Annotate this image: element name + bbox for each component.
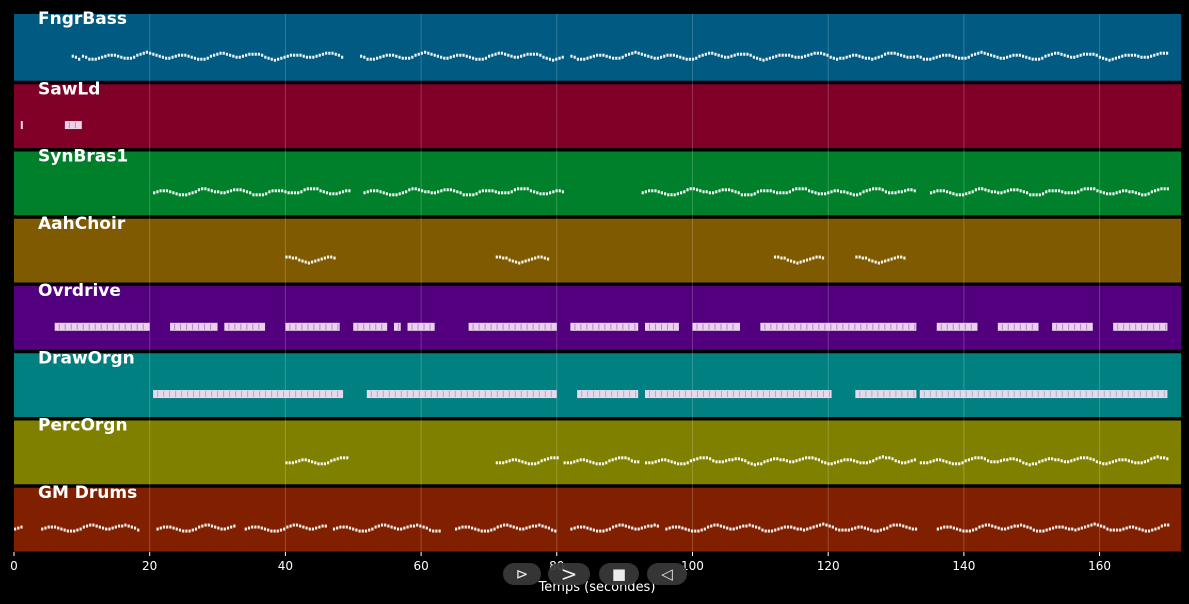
track-3-segment-2 (773, 255, 825, 265)
x-tick-label-7: 140 (952, 559, 975, 573)
track-0-segment-4 (916, 50, 1169, 62)
track-4-segment-5 (393, 322, 401, 331)
track-4-segment-12 (936, 322, 978, 331)
track-0-segment-0 (71, 54, 81, 61)
track-band-3 (14, 218, 1181, 283)
track-7-segment-1 (41, 523, 140, 533)
track-band-6 (14, 420, 1181, 485)
track-7-segment-5 (455, 523, 557, 533)
track-4-segment-3 (285, 322, 340, 331)
x-tick-label-6: 120 (817, 559, 840, 573)
track-5-segment-5 (919, 390, 1168, 399)
track-5-segment-2 (577, 390, 639, 399)
track-4-segment-1 (170, 322, 218, 331)
track-2-segment-0 (153, 187, 351, 197)
track-7-segment-7 (665, 522, 918, 533)
track-0-segment-2 (360, 50, 564, 62)
track-7-segment-6 (570, 523, 659, 533)
track-4-segment-11 (760, 322, 917, 331)
track-7-segment-4 (332, 523, 441, 533)
track-2-segment-3 (929, 187, 1169, 197)
track-3-segment-3 (855, 255, 906, 265)
notes-group (14, 50, 1170, 533)
track-2-segment-2 (641, 187, 916, 197)
track-7-segment-3 (244, 523, 327, 533)
x-tick-label-3: 60 (413, 559, 428, 573)
track-labels: FngrBass SawLd SynBras1 AahChoir Ovrdrive Dra… (38, 9, 137, 503)
track-4-segment-2 (224, 322, 266, 331)
track-4-segment-0 (54, 322, 150, 331)
track-3-segment-0 (285, 255, 336, 265)
tracks-group (14, 14, 1181, 552)
track-3-segment-1 (495, 255, 550, 265)
track-label-5: DrawOrgn (38, 348, 135, 368)
track-label-7: GM Drums (38, 483, 137, 503)
track-4-segment-9 (644, 322, 679, 331)
track-4-segment-7 (468, 322, 557, 331)
track-7-segment-8 (936, 522, 1170, 533)
track-4-segment-14 (1052, 322, 1093, 331)
track-6-segment-2 (563, 456, 640, 466)
track-6-segment-3 (644, 455, 916, 467)
track-4-segment-10 (692, 322, 740, 331)
track-4-segment-15 (1113, 322, 1168, 331)
forward-button[interactable]: > (548, 562, 590, 586)
track-4-segment-4 (353, 322, 388, 331)
track-band-5 (14, 353, 1181, 417)
track-label-4: Ovrdrive (38, 281, 121, 301)
track-label-6: PercOrgn (38, 416, 128, 436)
track-4-segment-6 (407, 322, 435, 331)
track-1-segment-1 (64, 121, 82, 130)
play-button[interactable]: ⊳ (503, 563, 541, 585)
track-7-segment-0 (14, 525, 23, 531)
x-tick-label-2: 40 (278, 559, 293, 573)
x-tick-label-0: 0 (10, 559, 18, 573)
track-5-segment-3 (644, 390, 832, 399)
track-label-2: SynBras1 (38, 147, 128, 167)
track-4-segment-8 (570, 322, 639, 331)
rewind-button[interactable]: ◁ (647, 563, 687, 585)
track-0-segment-3 (570, 50, 915, 62)
track-label-0: FngrBass (38, 9, 127, 29)
track-0-segment-1 (81, 50, 344, 62)
track-4-segment-13 (997, 322, 1039, 331)
track-2-segment-1 (363, 187, 565, 197)
track-band-4 (14, 286, 1181, 350)
track-6-segment-1 (495, 456, 559, 466)
x-tick-label-5: 100 (681, 559, 704, 573)
stop-button[interactable]: ■ (599, 563, 639, 585)
track-7-segment-2 (156, 523, 236, 533)
track-5-segment-4 (855, 390, 917, 399)
track-1-segment-0 (20, 121, 23, 130)
track-label-3: AahChoir (38, 214, 126, 234)
track-6-segment-0 (285, 456, 349, 466)
track-band-0 (14, 14, 1181, 81)
track-5-segment-1 (366, 390, 557, 399)
track-6-segment-4 (919, 455, 1169, 467)
track-band-2 (14, 151, 1181, 216)
track-band-7 (14, 487, 1181, 552)
track-label-1: SawLd (38, 79, 100, 99)
x-tick-label-1: 20 (142, 559, 157, 573)
x-tick-label-8: 160 (1088, 559, 1111, 573)
track-5-segment-0 (153, 390, 344, 399)
x-axis: 020406080100120140160 (10, 552, 1111, 573)
track-band-1 (14, 84, 1181, 148)
